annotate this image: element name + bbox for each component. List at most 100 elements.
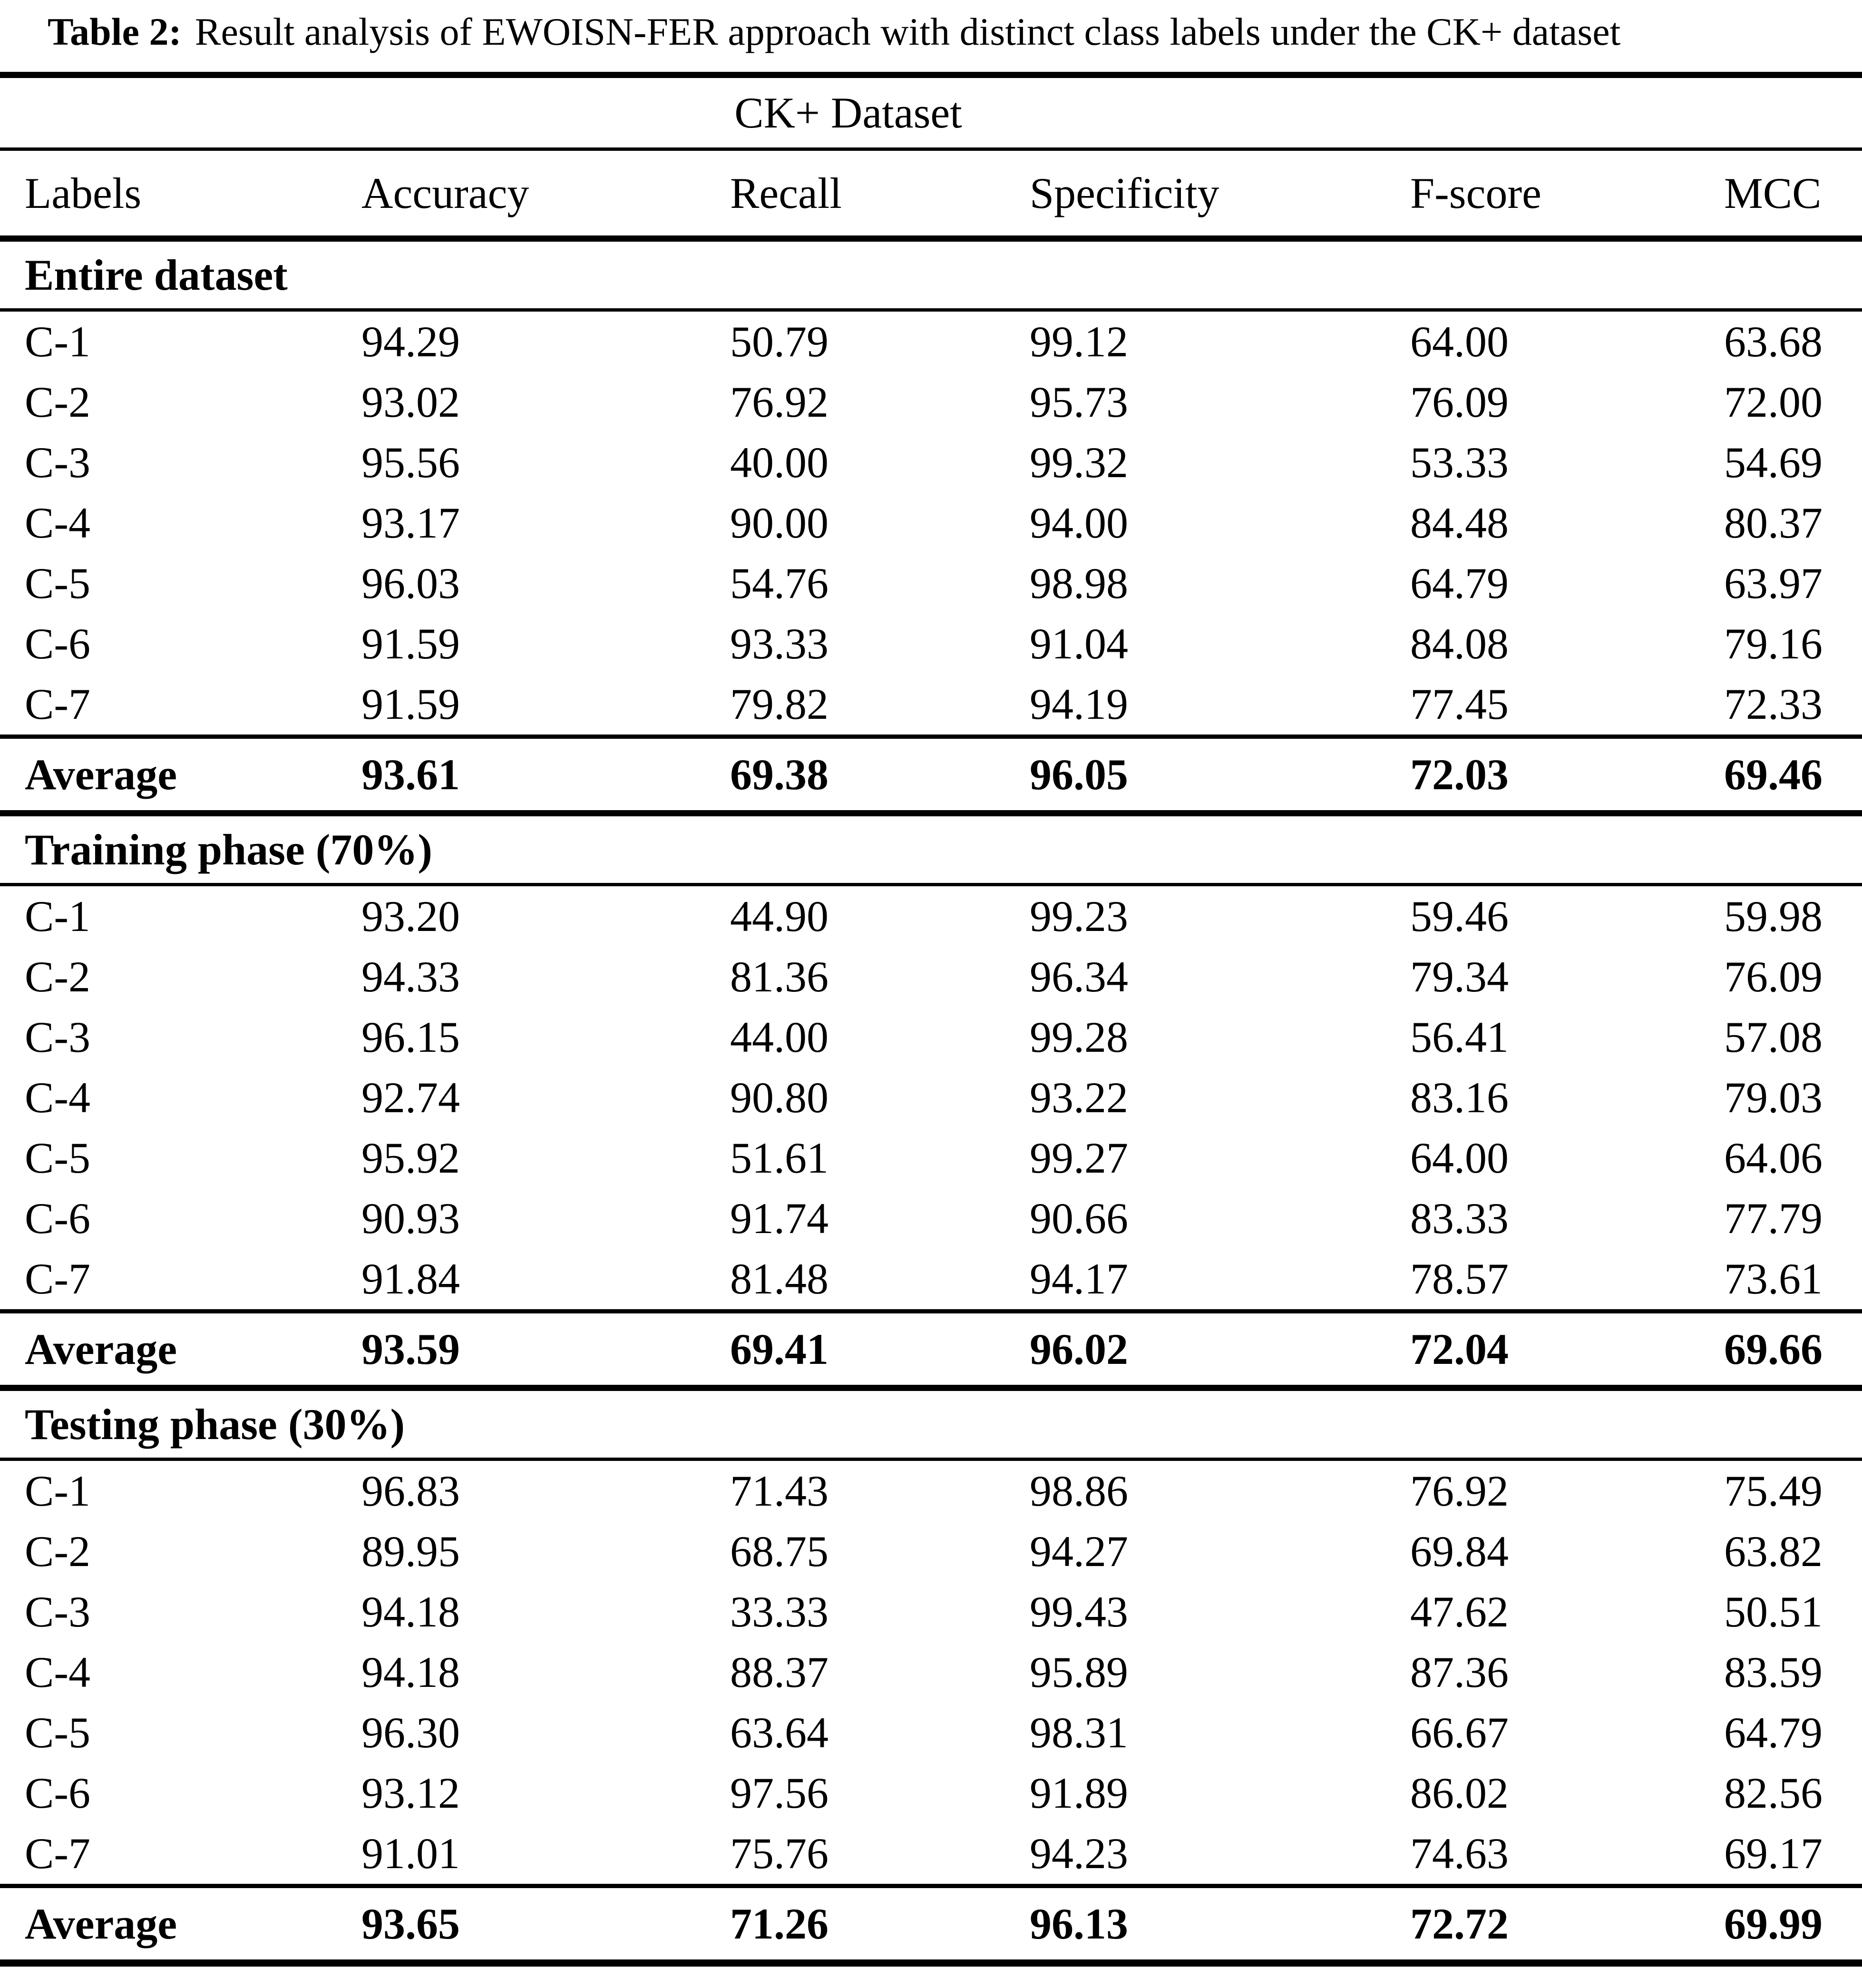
average-cell: 72.04: [1410, 1309, 1724, 1391]
section-header-row: Entire dataset: [0, 238, 1862, 312]
table-row: C-5 96.03 54.76 98.98 64.79 63.97: [0, 553, 1862, 614]
cell: 50.51: [1724, 1587, 1823, 1636]
section-header-row: Testing phase (30%): [0, 1388, 1862, 1461]
table-row: C-2 89.95 68.75 94.27 69.84 63.82: [0, 1521, 1862, 1582]
table-row: C-4 93.17 90.00 94.00 84.48 80.37: [0, 493, 1862, 553]
cell: 95.73: [1030, 378, 1128, 426]
section-header: Testing phase (30%): [0, 1388, 1862, 1461]
cell: 75.49: [1724, 1467, 1823, 1515]
cell: 75.76: [730, 1829, 829, 1878]
cell: 69.84: [1410, 1527, 1509, 1576]
cell: 57.08: [1724, 1013, 1823, 1061]
cell: 94.18: [361, 1648, 460, 1696]
cell: C-6: [25, 1194, 90, 1243]
cell: 91.01: [361, 1829, 460, 1878]
dataset-spanning-header-row: CK+ Dataset: [0, 71, 1862, 151]
col-header-labels: Labels: [0, 149, 361, 242]
cell: 81.48: [730, 1254, 829, 1303]
col-header-fscore: F-score: [1410, 149, 1724, 242]
cell: 94.18: [361, 1587, 460, 1636]
cell: 63.97: [1724, 559, 1823, 607]
cell: C-7: [25, 680, 90, 728]
cell: 76.09: [1410, 378, 1509, 426]
table-row: C-3 94.18 33.33 99.43 47.62 50.51: [0, 1582, 1862, 1642]
cell: 63.64: [730, 1708, 829, 1757]
table-caption-text: Result analysis of EWOISN-FER approach w…: [195, 10, 1621, 53]
cell: 99.12: [1030, 317, 1128, 366]
average-cell: 96.13: [1030, 1883, 1410, 1967]
cell: 91.89: [1030, 1769, 1128, 1817]
cell: 76.92: [730, 378, 829, 426]
cell: 64.00: [1410, 1134, 1509, 1182]
cell: C-4: [25, 1648, 90, 1696]
cell: 79.16: [1724, 619, 1823, 668]
cell: 44.00: [730, 1013, 829, 1061]
cell: 79.34: [1410, 952, 1509, 1001]
column-header-row: Labels Accuracy Recall Specificity F-sco…: [0, 149, 1862, 242]
cell: 79.03: [1724, 1073, 1823, 1122]
col-header-recall: Recall: [730, 149, 1030, 242]
cell: 96.34: [1030, 952, 1128, 1001]
average-row: Average 93.59 69.41 96.02 72.04 69.66: [0, 1309, 1862, 1391]
average-row: Average 93.65 71.26 96.13 72.72 69.99: [0, 1883, 1862, 1967]
average-row: Average 93.61 69.38 96.05 72.03 69.46: [0, 734, 1862, 816]
cell: 84.48: [1410, 499, 1509, 547]
cell: C-7: [25, 1254, 90, 1303]
col-header-accuracy: Accuracy: [361, 149, 730, 242]
average-cell: 69.41: [730, 1309, 1030, 1391]
cell: 96.30: [361, 1708, 460, 1757]
cell: 94.00: [1030, 499, 1128, 547]
cell: 91.59: [361, 680, 460, 728]
table-caption-number: Table 2:: [48, 10, 182, 53]
cell: C-4: [25, 1073, 90, 1122]
cell: 93.17: [361, 499, 460, 547]
cell: 53.33: [1410, 438, 1509, 487]
cell: 94.17: [1030, 1254, 1128, 1303]
cell: 81.36: [730, 952, 829, 1001]
cell: 64.79: [1724, 1708, 1823, 1757]
average-cell: 71.26: [730, 1883, 1030, 1967]
cell: 72.00: [1724, 378, 1823, 426]
dataset-spanning-header: CK+ Dataset: [0, 71, 1862, 151]
cell: 87.36: [1410, 1648, 1509, 1696]
cell: 63.68: [1724, 317, 1823, 366]
cell: 54.76: [730, 559, 829, 607]
cell: 88.37: [730, 1648, 829, 1696]
table-caption: Table 2: Result analysis of EWOISN-FER ap…: [48, 8, 1848, 57]
cell: 83.16: [1410, 1073, 1509, 1122]
cell: 63.82: [1724, 1527, 1823, 1576]
cell: C-1: [25, 317, 90, 366]
section-header-row: Training phase (70%): [0, 813, 1862, 886]
average-cell: 72.72: [1410, 1883, 1724, 1967]
cell: 77.79: [1724, 1194, 1823, 1243]
cell: 94.29: [361, 317, 460, 366]
cell: 83.59: [1724, 1648, 1823, 1696]
cell: 83.33: [1410, 1194, 1509, 1243]
col-header-mcc: MCC: [1724, 149, 1862, 242]
cell: 64.79: [1410, 559, 1509, 607]
cell: C-5: [25, 559, 90, 607]
cell: 64.06: [1724, 1134, 1823, 1182]
cell: C-5: [25, 1134, 90, 1182]
table-row: C-3 96.15 44.00 99.28 56.41 57.08: [0, 1007, 1862, 1067]
cell: 96.83: [361, 1467, 460, 1515]
cell: 93.33: [730, 619, 829, 668]
cell: 73.61: [1724, 1254, 1823, 1303]
cell: 84.08: [1410, 619, 1509, 668]
table-row: C-7 91.84 81.48 94.17 78.57 73.61: [0, 1249, 1862, 1312]
cell: 54.69: [1724, 438, 1823, 487]
average-cell: 69.99: [1724, 1883, 1862, 1967]
cell: 56.41: [1410, 1013, 1509, 1061]
cell: 95.89: [1030, 1648, 1128, 1696]
cell: 91.84: [361, 1254, 460, 1303]
cell: 77.45: [1410, 680, 1509, 728]
table-row: C-5 95.92 51.61 99.27 64.00 64.06: [0, 1128, 1862, 1188]
table-row: C-7 91.01 75.76 94.23 74.63 69.17: [0, 1823, 1862, 1886]
cell: 91.74: [730, 1194, 829, 1243]
cell: 95.56: [361, 438, 460, 487]
average-cell: 69.66: [1724, 1309, 1862, 1391]
cell: 99.28: [1030, 1013, 1128, 1061]
cell: 59.98: [1724, 892, 1823, 940]
cell: 93.22: [1030, 1073, 1128, 1122]
cell: 82.56: [1724, 1769, 1823, 1817]
